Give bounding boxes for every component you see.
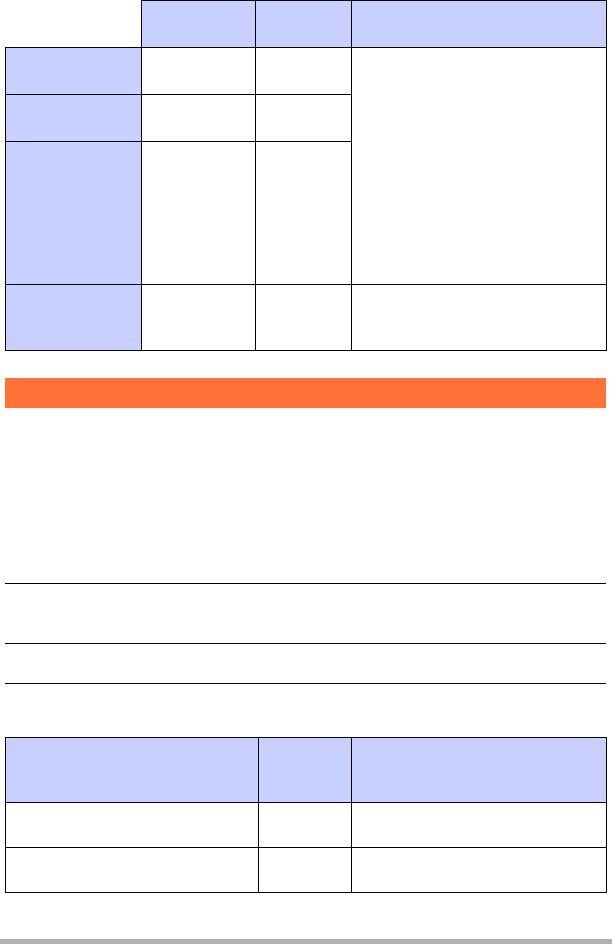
table1-row-label-1 bbox=[5, 47, 142, 95]
table2-cell bbox=[258, 847, 352, 893]
table1-row-label-4 bbox=[5, 284, 142, 351]
table1-cell bbox=[351, 284, 607, 351]
table1-header-3 bbox=[351, 0, 607, 48]
table2-header-3 bbox=[351, 737, 607, 803]
divider bbox=[5, 583, 606, 584]
table2-cell bbox=[258, 802, 352, 848]
section-header-bar bbox=[5, 378, 606, 408]
table2-cell bbox=[351, 847, 607, 893]
footer-bar bbox=[0, 939, 612, 944]
table1-cell bbox=[141, 47, 256, 95]
table2-header-1 bbox=[5, 737, 259, 803]
divider bbox=[5, 683, 606, 684]
table1-cell bbox=[141, 94, 256, 142]
table1-header-2 bbox=[255, 0, 352, 48]
table1-row-label-3 bbox=[5, 141, 142, 285]
table1-row-label-2 bbox=[5, 94, 142, 142]
table1-cell bbox=[255, 47, 352, 95]
table1-cell bbox=[255, 284, 352, 351]
table1-cell-merged bbox=[351, 47, 607, 285]
table1-cell bbox=[255, 94, 352, 142]
divider bbox=[5, 643, 606, 644]
table1-header-1 bbox=[141, 0, 256, 48]
table2-cell bbox=[351, 802, 607, 848]
table1-cell bbox=[141, 141, 256, 285]
table2-header-2 bbox=[258, 737, 352, 803]
table2-cell bbox=[5, 802, 259, 848]
table1-cell bbox=[255, 141, 352, 285]
table1-cell bbox=[141, 284, 256, 351]
table2-cell bbox=[5, 847, 259, 893]
